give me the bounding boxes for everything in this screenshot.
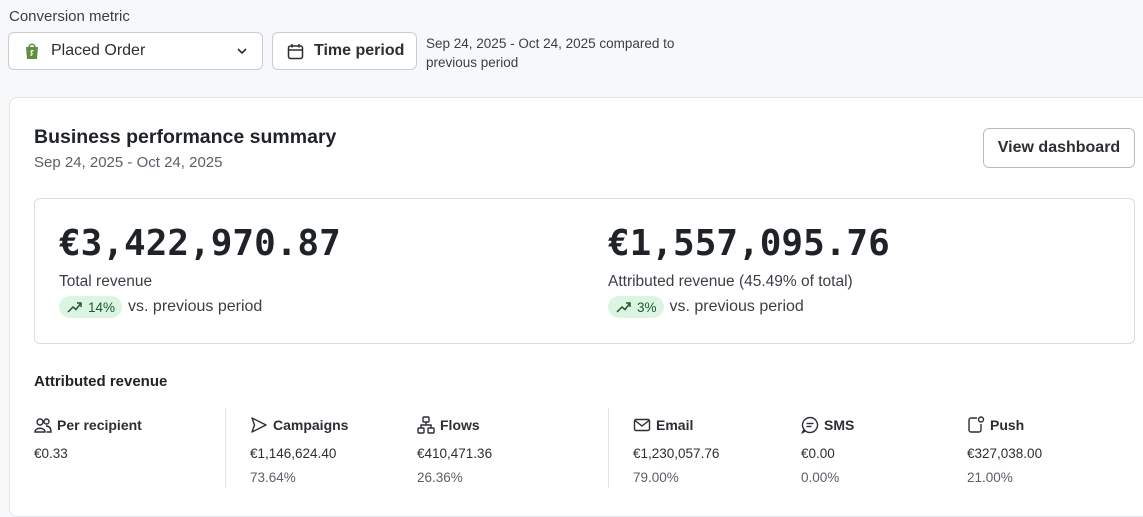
card-date-range: Sep 24, 2025 - Oct 24, 2025 (34, 154, 223, 171)
attributed-revenue-metric: €1,557,095.76 Attributed revenue (45.49%… (608, 223, 890, 318)
total-revenue-metric: €3,422,970.87 Total revenue 14% vs. prev… (59, 223, 341, 318)
attributed-revenue-title: Attributed revenue (34, 373, 168, 390)
attributed-revenue-value: €1,557,095.76 (608, 223, 890, 264)
trend-badge: 14% (59, 296, 123, 318)
total-revenue-label: Total revenue (59, 273, 153, 290)
column-value: €1,146,624.40 (250, 446, 337, 461)
column-label: Push (990, 417, 1025, 433)
revenue-summary-box: €3,422,970.87 Total revenue 14% vs. prev… (34, 198, 1135, 344)
conversion-metric-select[interactable]: Placed Order (8, 32, 263, 70)
shopify-bag-icon (26, 43, 38, 59)
column-value: €327,038.00 (967, 446, 1043, 461)
trend-suffix: vs. previous period (669, 298, 804, 315)
column-label: Campaigns (273, 417, 349, 433)
column-value: €410,471.36 (417, 446, 493, 461)
column-percent: 26.36% (417, 470, 463, 485)
campaigns-column: Campaigns €1,146,624.40 73.64% (250, 416, 348, 485)
email-column: Email €1,230,057.76 79.00% (633, 416, 719, 485)
column-percent: 73.64% (250, 470, 296, 485)
column-percent: 21.00% (967, 470, 1013, 485)
attributed-revenue-trend: 3% vs. previous period (608, 296, 890, 318)
column-percent: 79.00% (633, 470, 679, 485)
trend-badge: 3% (608, 296, 664, 318)
trend-suffix: vs. previous period (128, 298, 263, 315)
column-percent: 0.00% (801, 470, 840, 485)
users-icon (34, 418, 52, 433)
mail-icon (633, 418, 651, 432)
flows-column: Flows €410,471.36 26.36% (417, 416, 492, 485)
trend-up-icon (67, 302, 82, 313)
comparison-range-text: Sep 24, 2025 - Oct 24, 2025 compared to … (426, 36, 675, 70)
sms-icon (801, 416, 819, 434)
push-column: Push €327,038.00 21.00% (967, 416, 1042, 485)
time-period-button[interactable]: Time period (272, 32, 417, 70)
column-value: €1,230,057.76 (633, 446, 720, 461)
total-revenue-trend: 14% vs. previous period (59, 296, 341, 318)
card-title: Business performance summary (34, 126, 337, 148)
send-icon (251, 417, 267, 433)
chevron-down-icon (237, 48, 247, 55)
column-divider (225, 408, 226, 488)
business-performance-card: Business performance summary Sep 24, 202… (9, 97, 1143, 517)
column-label: Email (656, 417, 694, 433)
column-label: Flows (440, 417, 480, 433)
column-label: Per recipient (57, 417, 142, 433)
trend-percent: 3% (637, 299, 657, 315)
view-dashboard-button[interactable]: View dashboard (983, 128, 1135, 168)
trend-percent: 14% (88, 299, 116, 315)
sms-column: SMS €0.00 0.00% (801, 416, 854, 485)
attributed-revenue-label: Attributed revenue (45.49% of total) (608, 273, 853, 290)
column-label: SMS (824, 417, 855, 433)
column-divider (608, 408, 609, 488)
column-value: €0.00 (801, 446, 835, 461)
trend-up-icon (616, 302, 631, 313)
time-period-label: Time period (314, 42, 405, 59)
flow-icon (417, 416, 435, 434)
conversion-metric-label: Conversion metric (9, 8, 130, 25)
push-icon (968, 416, 985, 433)
column-value: €0.33 (34, 446, 68, 461)
calendar-icon (287, 43, 304, 59)
total-revenue-value: €3,422,970.87 (59, 223, 341, 264)
conversion-metric-value: Placed Order (51, 42, 146, 59)
per-recipient-column: Per recipient €0.33 (34, 416, 142, 470)
